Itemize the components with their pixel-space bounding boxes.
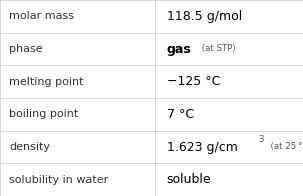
Text: soluble: soluble: [167, 173, 211, 186]
Text: boiling point: boiling point: [9, 109, 78, 119]
Text: solubility in water: solubility in water: [9, 175, 108, 185]
Text: −125 °C: −125 °C: [167, 75, 220, 88]
Text: phase: phase: [9, 44, 43, 54]
Text: 118.5 g/mol: 118.5 g/mol: [167, 10, 242, 23]
Text: (at STP): (at STP): [198, 44, 235, 54]
Text: melting point: melting point: [9, 77, 84, 87]
Text: 7 °C: 7 °C: [167, 108, 194, 121]
Text: density: density: [9, 142, 50, 152]
Text: 3: 3: [258, 135, 264, 144]
Text: gas: gas: [167, 43, 191, 55]
Text: 1.623 g/cm: 1.623 g/cm: [167, 141, 238, 153]
Text: (at 25 °C): (at 25 °C): [265, 142, 303, 152]
Text: molar mass: molar mass: [9, 11, 74, 21]
